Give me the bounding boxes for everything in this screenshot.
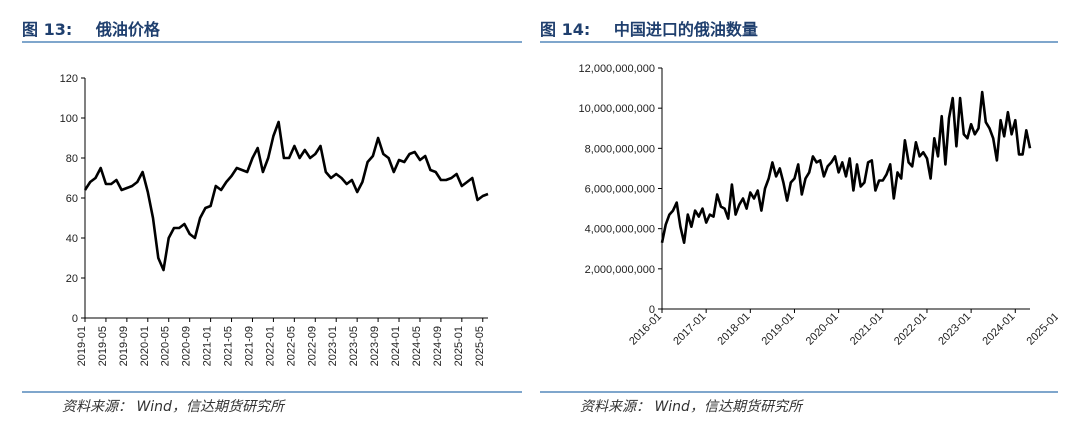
y-tick-label: 120 [60, 73, 78, 85]
x-tick-label: 2024-01 [390, 326, 402, 366]
x-tick-label: 2017-01 [671, 311, 708, 348]
y-tick-label: 0 [649, 304, 655, 316]
y-tick-label: 8,000,000,000 [585, 143, 655, 155]
chart-panel-russian-oil-price: 图 13: 俄油价格 0 20 40 60 80 100 120 2019-01 2019-05… [22, 0, 522, 422]
figure-number: 图 13: [22, 20, 73, 39]
source-label: 资料来源： [62, 399, 132, 415]
source-label: 资料来源： [580, 399, 650, 415]
figure-number: 图 14: [540, 20, 591, 39]
y-tick-label: 100 [60, 113, 78, 125]
x-tick-label: 2023-05 [348, 326, 360, 366]
x-tick-label: 2025-01 [453, 326, 465, 366]
x-tick-label: 2021-05 [223, 326, 235, 366]
line-chart-russian-oil-price: 0 20 40 60 80 100 120 2019-01 2019-05 2019-09 2020… [60, 73, 489, 366]
footer-divider [22, 391, 522, 393]
series-line [83, 120, 489, 272]
source-text: Wind，信达期货研究所 [136, 399, 284, 415]
y-tick-label: 20 [66, 273, 78, 285]
series-line [660, 90, 1032, 244]
x-tick-label: 2021-09 [243, 326, 255, 366]
line-chart-china-imports: 0 2,000,000,000 4,000,000,000 6,000,000,000… [579, 63, 1058, 348]
x-tick-label: 2021-01 [202, 326, 214, 366]
x-tick-label: 2020-05 [160, 326, 172, 366]
x-tick-label: 2022-01 [892, 311, 929, 348]
figure-title: 中国进口的俄油数量 [613, 20, 758, 39]
x-tick-label: 2022-05 [285, 326, 297, 366]
y-tick-label: 10,000,000,000 [579, 103, 655, 115]
title-divider [22, 41, 522, 43]
y-tick-label: 80 [66, 153, 78, 165]
x-tick-label: 2024-01 [980, 311, 1017, 348]
y-tick-label: 40 [66, 233, 78, 245]
x-tick-label: 2023-09 [369, 326, 381, 366]
y-tick-label: 0 [72, 313, 78, 325]
y-tick-label: 12,000,000,000 [579, 63, 655, 75]
x-tick-label: 2023-01 [327, 326, 339, 366]
x-tick-label: 2020-01 [804, 311, 841, 348]
x-tick-label: 2023-01 [936, 311, 973, 348]
x-tick-label: 2019-09 [118, 326, 130, 366]
source-text: Wind，信达期货研究所 [654, 399, 802, 415]
chart-title: 图 13: 俄油价格 [22, 16, 160, 40]
x-tick-label: 2024-05 [411, 326, 423, 366]
x-tick-label: 2018-01 [715, 311, 752, 348]
chart-title: 图 14: 中国进口的俄油数量 [540, 16, 758, 40]
footer-divider [540, 391, 1058, 393]
source-note: 资料来源： Wind，信达期货研究所 [580, 396, 802, 416]
figure-title: 俄油价格 [95, 20, 160, 39]
x-tick-label: 2020-09 [181, 326, 193, 366]
x-tick-label: 2024-09 [432, 326, 444, 366]
x-tick-label: 2019-01 [760, 311, 797, 348]
x-tick-label: 2016-01 [627, 311, 664, 348]
y-tick-label: 6,000,000,000 [585, 184, 655, 196]
y-tick-label: 60 [66, 193, 78, 205]
x-tick-label: 2025-05 [474, 326, 486, 366]
source-note: 资料来源： Wind，信达期货研究所 [62, 396, 284, 416]
x-tick-label: 2019-01 [76, 326, 88, 366]
y-tick-label: 2,000,000,000 [585, 264, 655, 276]
x-tick-label: 2025-01 [1025, 311, 1058, 348]
x-tick-label: 2020-01 [139, 326, 151, 366]
x-tick-label: 2022-09 [306, 326, 318, 366]
chart-panel-china-imports: 图 14: 中国进口的俄油数量 0 2,000,000,000 4,000,000,… [540, 0, 1058, 422]
title-divider [540, 41, 1058, 43]
x-tick-label: 2021-01 [848, 311, 885, 348]
y-tick-label: 4,000,000,000 [585, 224, 655, 236]
x-tick-label: 2019-05 [97, 326, 109, 366]
x-tick-label: 2022-01 [264, 326, 276, 366]
